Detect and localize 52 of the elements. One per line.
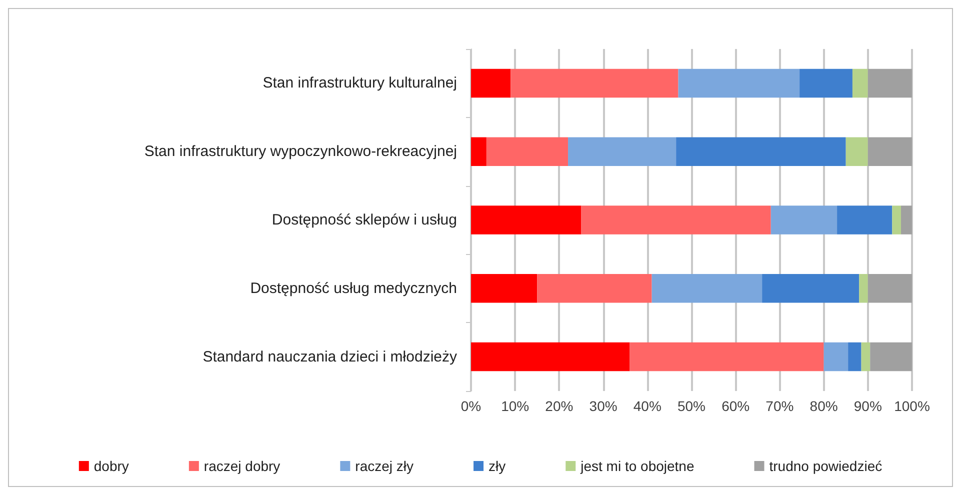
x-tick-label: 20%: [545, 398, 574, 414]
bar: [510, 68, 678, 98]
bar: [859, 274, 868, 303]
x-tick-label: 60%: [722, 398, 750, 414]
bar: [892, 206, 901, 234]
y-tick-label: Stan infrastruktury wypoczynkowo-rekreacyjnej: [144, 143, 457, 160]
bar: [471, 274, 538, 303]
bar: [861, 342, 870, 372]
bar: [762, 274, 860, 303]
x-tick-label: 0%: [460, 398, 482, 414]
bar: [852, 68, 868, 98]
bar: [678, 68, 800, 98]
bar: [652, 274, 762, 303]
bar: [800, 68, 852, 98]
bar: [471, 342, 630, 372]
bar: [537, 274, 652, 303]
x-tick-label: 100%: [894, 398, 930, 414]
y-tick-label: Dostępność sklepów i usług: [272, 212, 457, 228]
bar: [868, 68, 912, 98]
bar: [471, 206, 582, 234]
bar: [870, 342, 912, 372]
y-tick-label: Stan infrastruktury kulturalnej: [262, 74, 457, 92]
legend-label: zły: [488, 458, 506, 474]
y-tick-label: Standard nauczania dzieci i młodzieży: [202, 348, 458, 366]
legend-label: trudno powiedzieć: [769, 458, 882, 474]
bar: [630, 342, 824, 372]
x-tick-label: 70%: [766, 398, 794, 414]
bar: [848, 342, 862, 372]
x-tick-label: 90%: [854, 398, 882, 414]
bar: [868, 137, 912, 166]
bar: [868, 274, 912, 303]
bar: [486, 137, 568, 166]
x-tick-label: 30%: [589, 398, 618, 414]
bar: [676, 137, 846, 166]
bar: [824, 342, 848, 372]
bar: [900, 206, 912, 234]
legend-label: jest mi to obojetne: [580, 458, 694, 474]
x-tick-label: 10%: [501, 398, 530, 414]
y-tick-label: Dostępność usług medycznych: [250, 280, 457, 297]
legend-label: dobry: [94, 458, 129, 474]
bar: [568, 137, 676, 166]
x-tick-label: 50%: [677, 398, 706, 414]
bar: [471, 137, 486, 166]
x-tick-label: 80%: [810, 398, 838, 414]
bar: [846, 137, 868, 166]
legend-label: raczej dobry: [204, 458, 280, 474]
legend-label: raczej zły: [355, 458, 414, 474]
bar: [837, 206, 892, 234]
bar: [471, 68, 511, 98]
bar: [581, 206, 771, 234]
bar: [770, 206, 838, 234]
x-tick-label: 40%: [633, 398, 662, 414]
